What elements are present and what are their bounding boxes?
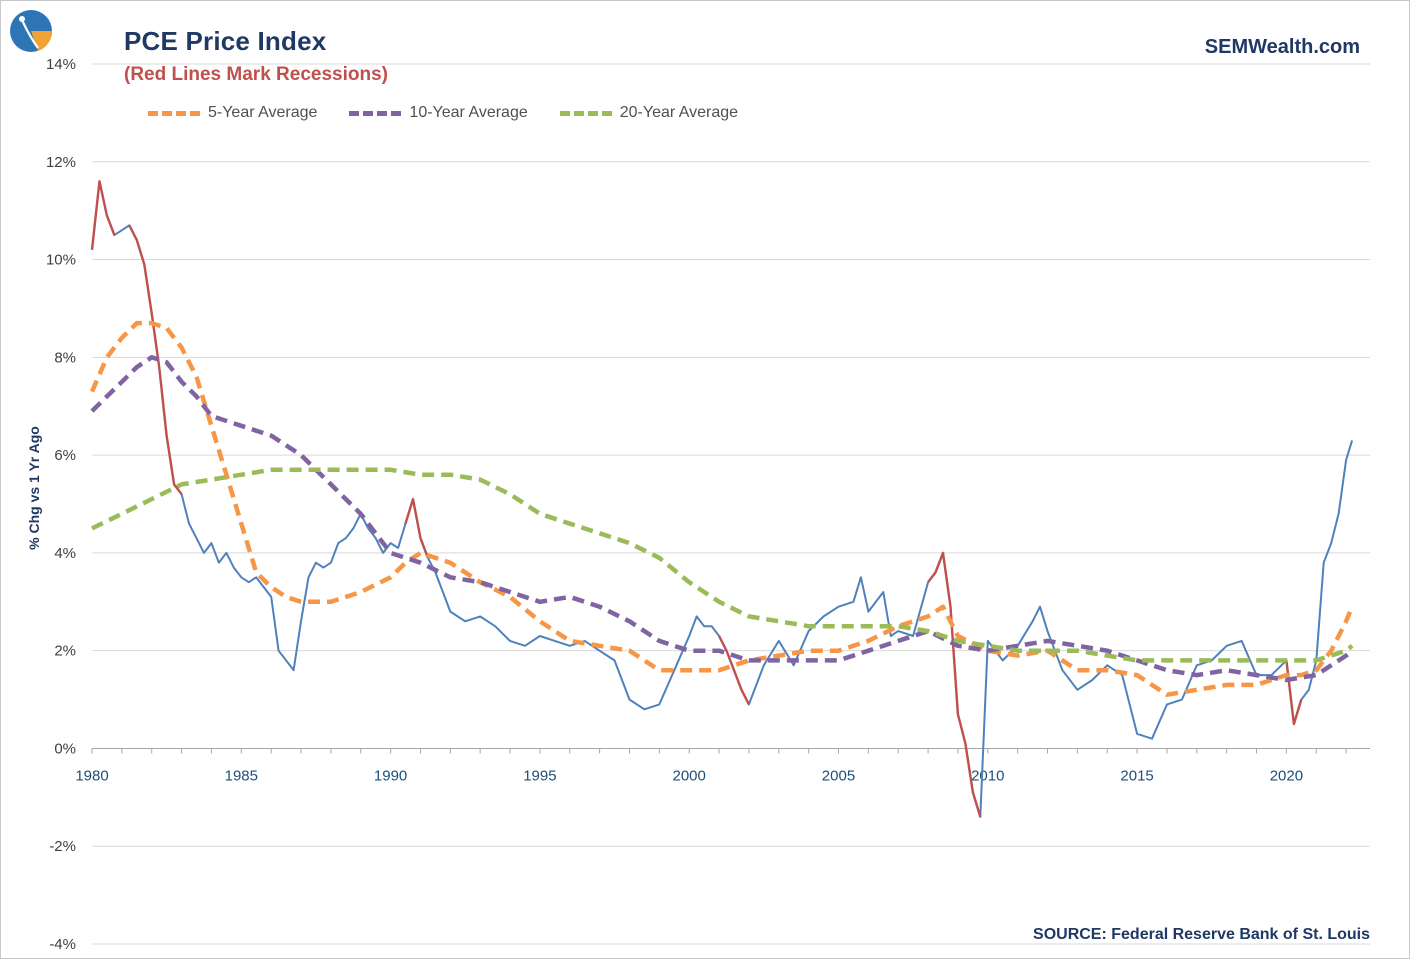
y-tick-label: 4% xyxy=(54,545,76,562)
x-tick-label: 1995 xyxy=(523,767,556,784)
y-tick-labels: -4% -2% 0% 2% 4% 6% 8% 10% 12% 14% xyxy=(46,56,76,953)
recession-segment xyxy=(927,551,982,818)
x-tick-label: 1990 xyxy=(374,767,407,784)
legend-swatch-20yr xyxy=(559,110,612,116)
y-tick-label: 6% xyxy=(54,447,76,464)
y-tick-label: -2% xyxy=(49,838,76,855)
recession-segment xyxy=(718,635,750,705)
y-tick-label: -4% xyxy=(49,936,76,953)
legend-swatch-10yr xyxy=(349,110,402,116)
legend-item-5yr: 5-Year Average xyxy=(148,104,317,122)
recession-segment xyxy=(404,497,430,559)
y-tick-label: 8% xyxy=(54,349,76,366)
recession-segment xyxy=(128,224,183,495)
x-tick-label: 2020 xyxy=(1270,767,1303,784)
semwealth-logo xyxy=(10,10,53,52)
x-tick-label: 1985 xyxy=(225,767,258,784)
recession-segment xyxy=(90,180,116,250)
brand-label: SEMWealth.com xyxy=(1204,36,1360,58)
x-tick-label: 1980 xyxy=(75,767,108,784)
series-line-pce xyxy=(91,180,1354,818)
x-tick-label: 2015 xyxy=(1120,767,1153,784)
legend-label-5yr: 5-Year Average xyxy=(208,104,318,121)
x-tick-labels: 1980 1985 1990 1995 2000 2005 2010 2015 2020 xyxy=(75,767,1303,784)
source-note: SOURCE: Federal Reserve Bank of St. Loui… xyxy=(1033,926,1370,943)
y-tick-label: 10% xyxy=(46,252,76,269)
chart-title: PCE Price Index xyxy=(124,26,327,56)
legend-swatch-5yr xyxy=(148,110,200,116)
recession-segment xyxy=(1285,660,1303,726)
legend-item-10yr: 10-Year Average xyxy=(349,104,528,122)
x-tick-label: 2010 xyxy=(971,767,1004,784)
y-tick-label: 14% xyxy=(46,56,76,73)
y-tick-label: 12% xyxy=(46,154,76,171)
y-tick-label: 0% xyxy=(54,740,76,757)
series-line-20yr-avg xyxy=(91,467,1354,663)
chart-legend: 5-Year Average 10-Year Average 20-Year A… xyxy=(148,104,738,122)
series-lines xyxy=(89,180,1355,818)
series-line-5yr-avg xyxy=(89,320,1355,697)
legend-label-10yr: 10-Year Average xyxy=(409,104,528,121)
legend-item-20yr: 20-Year Average xyxy=(559,104,739,122)
series-line-10yr-avg xyxy=(90,355,1354,683)
chart-subtitle: (Red Lines Mark Recessions) xyxy=(124,64,388,85)
x-tick-label: 2005 xyxy=(822,767,855,784)
y-tick-label: 2% xyxy=(54,643,76,660)
legend-label-20yr: 20-Year Average xyxy=(619,104,739,121)
x-tick-label: 2000 xyxy=(673,767,706,784)
gridlines xyxy=(91,63,1370,945)
